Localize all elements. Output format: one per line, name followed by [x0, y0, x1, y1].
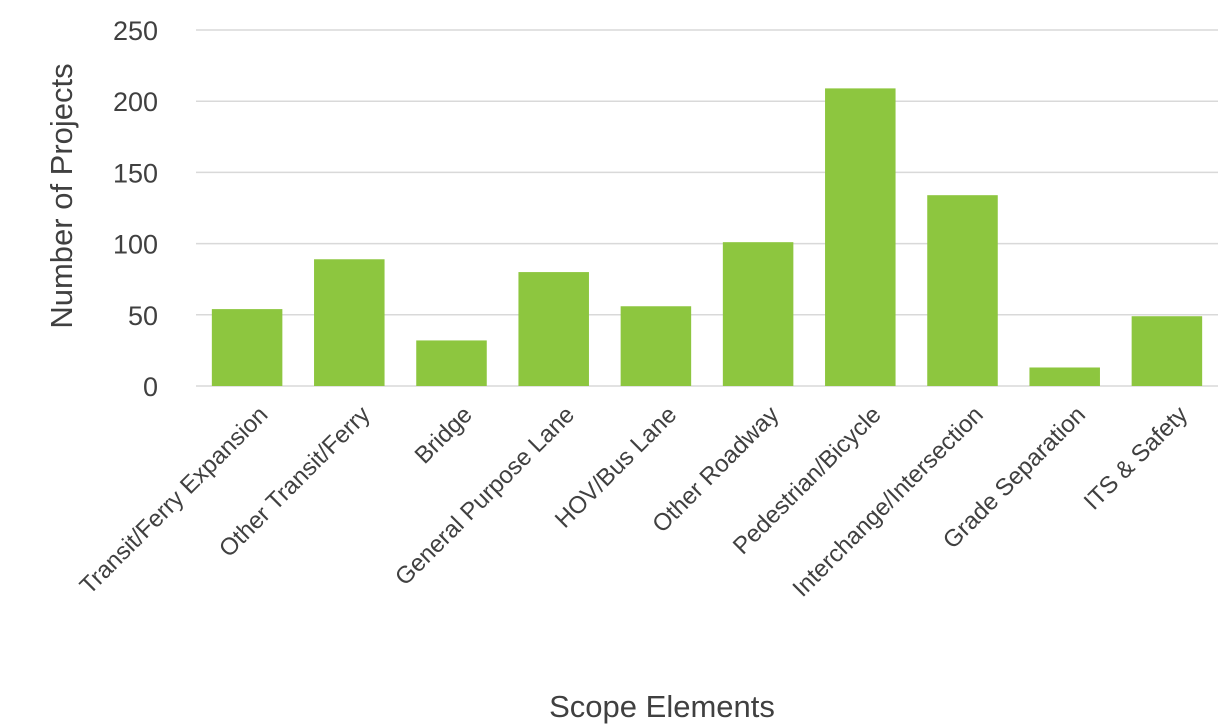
- y-axis-ticks: 0 50 100 150 200 250: [113, 16, 158, 402]
- bar-pedestrian-bicycle: [825, 88, 896, 386]
- y-tick-label: 150: [113, 158, 158, 188]
- bars: [211, 88, 1203, 386]
- y-tick-label: 50: [128, 301, 158, 331]
- x-category-label: Interchange/Intersection: [788, 401, 989, 602]
- bar-interchange-intersection: [927, 195, 998, 386]
- y-axis-title: Number of Projects: [44, 63, 79, 328]
- y-tick-label: 0: [143, 372, 158, 402]
- x-category-label: Bridge: [410, 401, 478, 469]
- y-tick-label: 250: [113, 16, 158, 46]
- bar-hov-bus-lane: [620, 306, 692, 386]
- y-tick-label: 200: [113, 87, 158, 117]
- bar-other-transit-ferry: [314, 259, 385, 386]
- y-tick-label: 100: [113, 230, 158, 260]
- bar-its-safety: [1131, 316, 1203, 386]
- bar-other-roadway: [722, 242, 794, 386]
- x-category-label: General Purpose Lane: [390, 401, 580, 591]
- x-category-label: ITS & Safety: [1079, 401, 1193, 515]
- bar-transit-ferry-expansion: [211, 309, 283, 386]
- bar-general-purpose-lane: [518, 272, 589, 386]
- x-axis-title: Scope Elements: [549, 689, 775, 724]
- bar-grade-separation: [1029, 367, 1100, 386]
- bar-bridge: [416, 340, 487, 386]
- x-category-label: Transit/Ferry Expansion: [75, 401, 274, 600]
